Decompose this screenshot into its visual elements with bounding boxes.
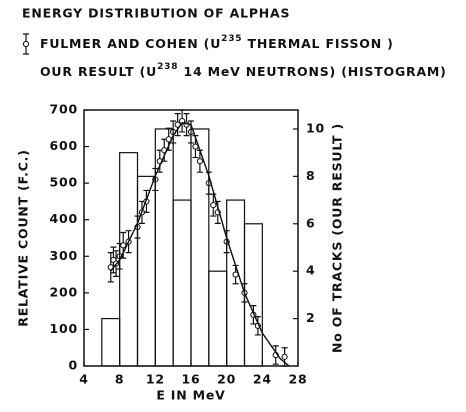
- data-point: [210, 201, 217, 209]
- y-tick-label: 200: [50, 284, 79, 299]
- y-axis-label: RELATIVE COUNT (F.C.): [16, 149, 31, 326]
- x-tick-label: 8: [115, 372, 125, 387]
- x-tick-label: 24: [253, 372, 272, 387]
- y2-tick-label: 6: [306, 215, 316, 230]
- y-tick-label: 600: [50, 138, 79, 153]
- y-tick-label: 0: [69, 358, 79, 373]
- y2-tick-label: 2: [306, 310, 316, 325]
- histogram-bar: [154, 128, 174, 367]
- histogram-bar: [243, 223, 263, 367]
- error-point: [281, 347, 288, 367]
- histogram-bar: [172, 199, 192, 367]
- data-point: [281, 353, 288, 360]
- y2-tick-label: 10: [306, 120, 325, 135]
- y-tick-label: 100: [50, 321, 79, 336]
- x-axis-label: E IN MeV: [156, 388, 225, 403]
- error-point: [232, 264, 239, 285]
- y-tick-label: 300: [50, 248, 79, 263]
- y2-tick-label: 4: [306, 263, 316, 278]
- legend-marker: [22, 40, 30, 48]
- legend-label: OUR RESULT (U238 14 MeV NEUTRONS) (HISTO…: [40, 62, 447, 79]
- legend-label: FULMER AND COHEN (U235 THERMAL FISSON ): [40, 34, 394, 51]
- data-point: [120, 242, 127, 249]
- x-tick-label: 16: [182, 372, 201, 387]
- y2-tick-label: 8: [306, 168, 316, 183]
- error-point: [174, 113, 181, 137]
- x-tick-label: 20: [217, 372, 236, 387]
- y2-axis-label: No OF TRACKS (OUR RESULT ): [330, 123, 345, 353]
- histogram-bar: [101, 317, 121, 367]
- error-point: [210, 193, 217, 217]
- error-point: [196, 149, 204, 173]
- x-tick-label: 28: [289, 372, 308, 387]
- y-tick-label: 400: [50, 211, 79, 226]
- histogram-bar: [208, 270, 228, 367]
- histogram-bar: [119, 152, 139, 367]
- chart-title: ENERGY DISTRIBUTION OF ALPHAS: [22, 6, 290, 21]
- y-tick-label: 500: [50, 175, 79, 190]
- histogram-bar: [190, 128, 210, 367]
- fit-curve: [110, 122, 290, 367]
- data-point: [196, 158, 204, 165]
- x-tick-label: 4: [79, 372, 89, 387]
- x-tick-label: 12: [146, 372, 165, 387]
- y-tick-label: 700: [50, 102, 79, 117]
